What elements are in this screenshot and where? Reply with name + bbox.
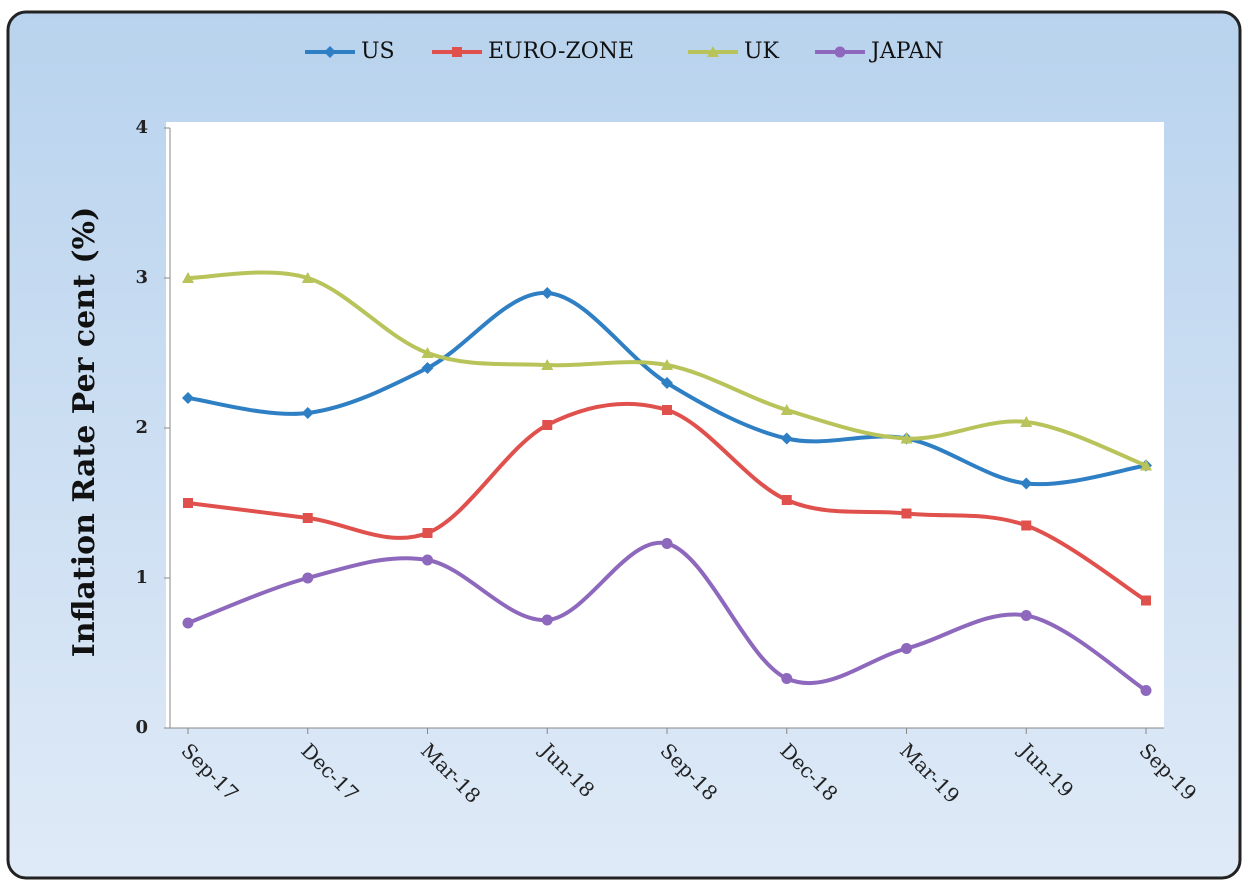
marker — [1140, 685, 1152, 696]
marker — [324, 46, 336, 58]
marker — [1020, 477, 1033, 490]
y-tick-label: 3 — [135, 267, 148, 288]
y-tick-label: 1 — [135, 567, 148, 588]
marker — [1140, 459, 1152, 471]
marker — [421, 362, 434, 374]
marker — [422, 554, 433, 566]
marker — [302, 513, 313, 523]
marker — [900, 432, 913, 444]
marker — [661, 359, 673, 370]
y-tick-label: 4 — [135, 117, 148, 138]
marker — [301, 272, 314, 283]
marker — [541, 359, 554, 370]
marker — [302, 572, 314, 584]
marker — [707, 46, 719, 57]
y-axis-label: Inflation Rate Per cent (%) — [67, 207, 102, 658]
plot-area — [166, 122, 1164, 728]
marker — [422, 528, 433, 538]
marker — [183, 498, 193, 508]
marker — [662, 405, 672, 415]
marker — [182, 272, 194, 283]
legend-label: UK — [744, 39, 780, 64]
marker — [901, 508, 912, 519]
marker — [182, 617, 194, 629]
y-tick-label: 0 — [135, 717, 148, 738]
marker — [1020, 610, 1032, 621]
marker — [834, 46, 846, 58]
marker — [781, 673, 793, 684]
marker — [301, 407, 314, 419]
legend-label: JAPAN — [869, 39, 944, 64]
marker — [661, 377, 673, 389]
legend-label: EURO-ZONE — [488, 39, 634, 64]
marker — [1020, 416, 1033, 427]
marker — [780, 404, 793, 415]
marker — [1141, 595, 1151, 606]
marker — [182, 392, 194, 404]
marker — [661, 538, 673, 549]
marker — [541, 614, 553, 626]
marker — [452, 47, 462, 57]
marker — [421, 347, 434, 358]
y-tick-label: 2 — [135, 417, 148, 438]
marker — [780, 432, 793, 445]
marker — [781, 495, 792, 505]
marker — [542, 420, 553, 430]
marker — [901, 643, 912, 654]
marker — [541, 287, 554, 299]
legend-label: US — [361, 39, 395, 64]
marker — [1021, 520, 1032, 531]
